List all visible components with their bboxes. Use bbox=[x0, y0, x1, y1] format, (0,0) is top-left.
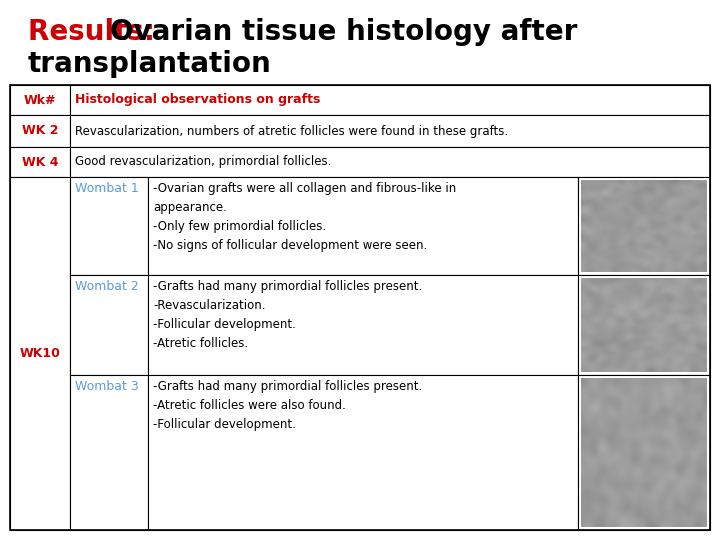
Bar bbox=[10, 85, 710, 530]
Text: -Ovarian grafts were all collagen and fibrous-like in
appearance.
-Only few prim: -Ovarian grafts were all collagen and fi… bbox=[153, 182, 456, 252]
Text: -Grafts had many primordial follicles present.
-Atretic follicles were also foun: -Grafts had many primordial follicles pr… bbox=[153, 380, 422, 431]
Text: Results:: Results: bbox=[28, 18, 165, 46]
Text: WK 4: WK 4 bbox=[22, 156, 58, 168]
Bar bbox=[70, 275, 148, 375]
Text: Wk#: Wk# bbox=[24, 93, 56, 106]
Bar bbox=[578, 177, 710, 275]
Text: Wombat 3: Wombat 3 bbox=[75, 380, 139, 393]
Bar bbox=[10, 85, 70, 115]
Bar bbox=[70, 177, 148, 275]
Text: Revascularization, numbers of atretic follicles were found in these grafts.: Revascularization, numbers of atretic fo… bbox=[75, 125, 508, 138]
Text: Good revascularization, primordial follicles.: Good revascularization, primordial folli… bbox=[75, 156, 331, 168]
Bar bbox=[148, 177, 578, 275]
Text: -Grafts had many primordial follicles present.
-Revascularization.
-Follicular d: -Grafts had many primordial follicles pr… bbox=[153, 280, 422, 350]
Bar bbox=[148, 375, 578, 530]
Bar bbox=[70, 115, 710, 147]
Text: Wombat 2: Wombat 2 bbox=[75, 280, 139, 293]
Bar bbox=[70, 375, 148, 530]
Bar bbox=[10, 115, 70, 147]
Bar bbox=[70, 85, 710, 115]
Bar bbox=[578, 275, 710, 375]
Bar bbox=[70, 147, 710, 177]
Bar bbox=[578, 375, 710, 530]
Text: Wombat 1: Wombat 1 bbox=[75, 182, 139, 195]
Text: WK 2: WK 2 bbox=[22, 125, 58, 138]
Text: Ovarian tissue histology after: Ovarian tissue histology after bbox=[110, 18, 577, 46]
Bar bbox=[10, 177, 70, 530]
Text: Histological observations on grafts: Histological observations on grafts bbox=[75, 93, 320, 106]
Text: WK10: WK10 bbox=[19, 347, 60, 360]
Bar bbox=[10, 147, 70, 177]
Text: transplantation: transplantation bbox=[28, 50, 271, 78]
Bar bbox=[148, 275, 578, 375]
